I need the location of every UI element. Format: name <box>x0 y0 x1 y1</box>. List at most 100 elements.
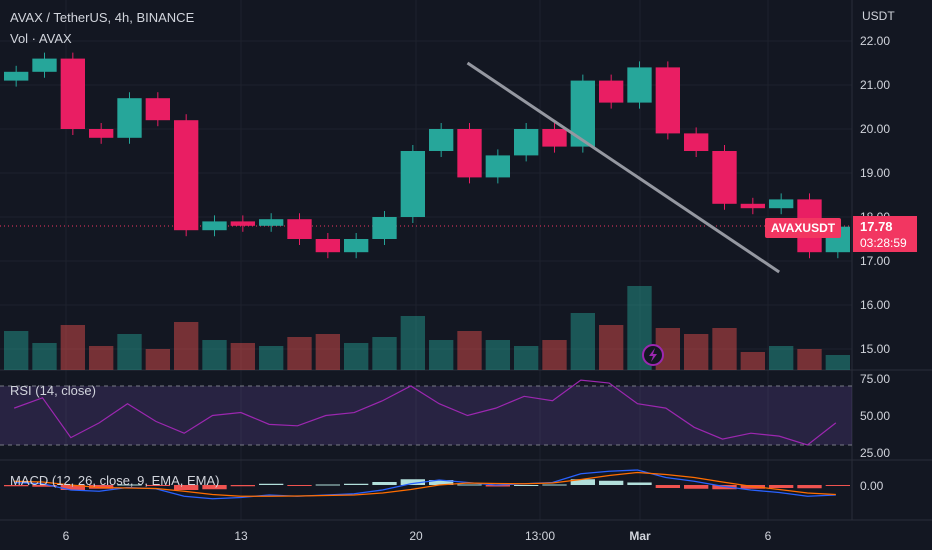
volume-bar <box>4 331 29 370</box>
candle-body <box>287 219 312 239</box>
macd-hist-bar <box>202 485 227 490</box>
macd-hist-bar <box>344 483 369 485</box>
lightning-icon[interactable] <box>642 344 664 366</box>
macd-hist-bar <box>655 485 680 488</box>
candle-body <box>514 129 539 156</box>
candle-body <box>89 129 114 138</box>
volume-bar <box>570 313 595 370</box>
candle-body <box>457 129 482 178</box>
price-tick: 21.00 <box>860 78 890 92</box>
candle-body <box>485 155 510 178</box>
volume-bar <box>542 340 567 370</box>
macd-hist-bar <box>627 482 652 485</box>
volume-bar <box>89 346 114 370</box>
candle-body <box>655 67 680 134</box>
candle-body <box>259 219 284 226</box>
macd-hist-bar <box>174 485 199 490</box>
macd-hist-bar <box>60 485 85 490</box>
volume-bar <box>60 325 85 370</box>
macd-hist-bar <box>372 482 397 485</box>
candle-body <box>769 199 794 209</box>
macd-hist-bar <box>542 484 567 486</box>
macd-hist-bar <box>457 484 482 486</box>
volume-bar <box>372 337 397 370</box>
candle-body <box>570 80 595 147</box>
volume-bar <box>287 337 312 370</box>
macd-hist-bar <box>32 485 57 487</box>
volume-bar <box>429 340 454 370</box>
volume-bar <box>684 334 709 370</box>
volume-bar <box>457 331 482 370</box>
macd-hist-bar <box>89 485 114 489</box>
price-tick: 15.00 <box>860 342 890 356</box>
macd-hist-bar <box>287 485 312 486</box>
volume-bar <box>797 349 822 370</box>
price-tick: 22.00 <box>860 34 890 48</box>
price-tick: 16.00 <box>860 298 890 312</box>
candle-body <box>712 151 737 204</box>
candle-body <box>684 133 709 151</box>
macd-hist-bar <box>769 485 794 488</box>
volume-bar <box>400 316 425 370</box>
volume-bar <box>230 343 255 370</box>
macd-hist-bar <box>117 484 142 486</box>
candle-body <box>400 151 425 217</box>
rsi-indicator-label[interactable]: RSI (14, close) <box>10 383 96 398</box>
volume-bar <box>32 343 57 370</box>
volume-bar <box>514 346 539 370</box>
macd-hist-bar <box>684 485 709 489</box>
price-tick: 20.00 <box>860 122 890 136</box>
price-tick: 17.00 <box>860 254 890 268</box>
macd-hist-bar <box>797 485 822 489</box>
candle-body <box>542 129 567 147</box>
trendline-drawing[interactable] <box>466 61 781 274</box>
volume-indicator-label[interactable]: Vol · AVAX <box>10 31 72 46</box>
candle-body <box>230 221 255 226</box>
price-tick: 19.00 <box>860 166 890 180</box>
time-label: 6 <box>765 529 772 543</box>
volume-bar <box>769 346 794 370</box>
volume-bar <box>259 346 284 370</box>
macd-hist-bar <box>145 485 170 486</box>
volume-bar <box>740 352 765 370</box>
candle-body <box>344 239 369 253</box>
macd-tick: 0.00 <box>860 479 884 493</box>
rsi-tick: 25.00 <box>860 446 890 460</box>
macd-hist-bar <box>230 485 255 487</box>
symbol-badge: AVAXUSDT <box>771 221 836 235</box>
volume-bar <box>599 325 624 370</box>
candle-body <box>429 129 454 151</box>
candle-body <box>174 120 199 231</box>
rsi-line <box>13 379 837 446</box>
rsi-tick: 75.00 <box>860 372 890 386</box>
volume-bar <box>825 355 850 370</box>
price-scale-currency: USDT <box>862 9 895 23</box>
candle-body <box>740 203 765 209</box>
volume-bar <box>202 340 227 370</box>
candle-body <box>32 58 57 72</box>
time-label: 13:00 <box>525 529 555 543</box>
macd-hist-bar <box>400 479 425 485</box>
volume-bar <box>117 334 142 370</box>
time-label: Mar <box>629 529 651 543</box>
candle-body <box>117 98 142 138</box>
volume-bar <box>712 328 737 370</box>
time-label: 6 <box>63 529 70 543</box>
symbol-title[interactable]: AVAX / TetherUS, 4h, BINANCE <box>10 10 195 25</box>
signal-line <box>14 471 836 497</box>
candle-body <box>202 221 227 231</box>
macd-hist-bar <box>485 485 510 487</box>
candle-body <box>315 239 340 253</box>
price-badge: 17.78 <box>860 219 893 234</box>
macd-hist-bar <box>315 484 340 486</box>
rsi-tick: 50.00 <box>860 409 890 423</box>
volume-bar <box>315 334 340 370</box>
candlesticks <box>4 52 850 259</box>
time-label: 13 <box>234 529 248 543</box>
grid <box>0 0 852 520</box>
macd-indicator-label[interactable]: MACD (12, 26, close, 9, EMA, EMA) <box>10 473 220 488</box>
price-badge-bg <box>853 216 917 252</box>
macd-hist-bar <box>429 480 454 485</box>
macd-hist-bar <box>259 483 284 485</box>
